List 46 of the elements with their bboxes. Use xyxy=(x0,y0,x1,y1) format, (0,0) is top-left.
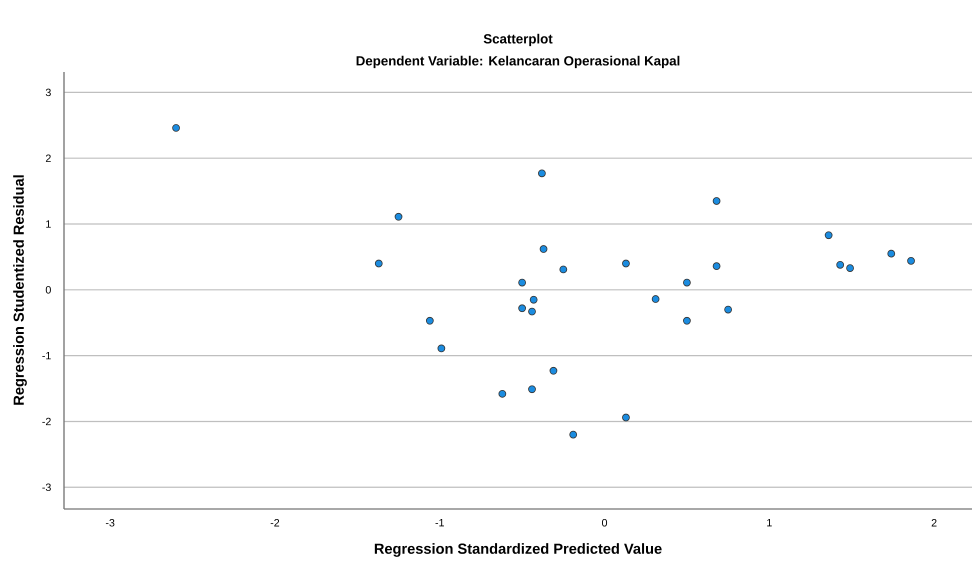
x-tick-label: -2 xyxy=(270,519,280,526)
y-axis-title: Regression Studentized Residual xyxy=(13,175,27,405)
point xyxy=(538,169,546,178)
point xyxy=(652,295,660,303)
point xyxy=(907,257,915,265)
point xyxy=(559,266,568,274)
point xyxy=(569,430,578,438)
x-axis-title: Regression Standardized Predicted Value xyxy=(374,543,662,557)
point xyxy=(394,212,402,221)
y-tick-label: -1 xyxy=(42,352,51,360)
point xyxy=(683,316,691,325)
x-tick-label: 1 xyxy=(767,519,772,526)
point xyxy=(426,316,434,325)
point xyxy=(824,231,833,240)
x-tick-label: 2 xyxy=(932,519,937,526)
point xyxy=(528,385,536,394)
chart-title: Scatterplot xyxy=(484,34,553,46)
point xyxy=(518,278,526,286)
point xyxy=(846,264,854,272)
point xyxy=(836,260,844,269)
y-tick-label: -2 xyxy=(42,418,51,426)
point xyxy=(530,296,538,304)
point xyxy=(540,245,548,253)
point xyxy=(622,414,630,422)
point xyxy=(550,366,558,375)
point xyxy=(683,278,691,286)
point xyxy=(518,304,526,312)
point xyxy=(528,308,536,316)
y-tick-label: 1 xyxy=(46,220,51,228)
y-tick-label: -3 xyxy=(42,484,51,492)
point xyxy=(712,197,720,205)
point xyxy=(712,262,720,270)
point xyxy=(374,260,383,268)
x-tick-label: 0 xyxy=(602,519,608,527)
y-tick-label: 3 xyxy=(46,88,51,96)
point xyxy=(438,344,446,352)
point xyxy=(887,250,896,258)
chart-subtitle: Dependent Variable: Kelancaran Operasional Kapal xyxy=(356,56,680,68)
point xyxy=(622,260,630,268)
point xyxy=(498,390,506,398)
x-tick-label: -1 xyxy=(435,519,444,526)
point xyxy=(172,124,180,132)
point xyxy=(724,306,732,314)
y-tick-label: 0 xyxy=(46,286,51,294)
y-tick-label: 2 xyxy=(46,154,51,162)
x-tick-label: -3 xyxy=(106,519,114,527)
